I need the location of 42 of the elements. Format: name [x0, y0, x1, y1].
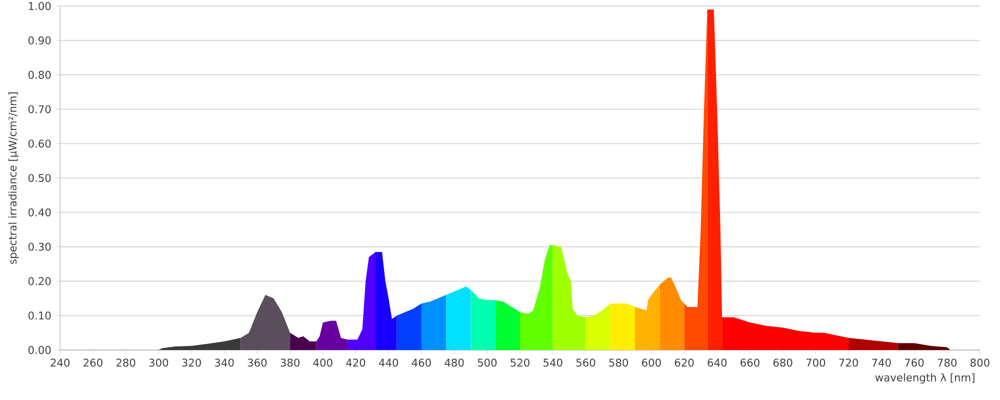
y-tick-label: 0.70	[28, 105, 51, 114]
y-tick-label: 0.90	[28, 36, 51, 45]
x-tick-label: 240	[50, 358, 70, 367]
x-tick-label: 560	[576, 358, 596, 367]
x-tick-label: 300	[149, 358, 168, 367]
x-tick-label: 680	[773, 358, 792, 367]
x-tick-label: 480	[444, 358, 464, 367]
y-tick-label: 0.80	[28, 70, 51, 79]
x-tick-label: 420	[346, 358, 366, 367]
y-tick-label: 0.10	[28, 312, 51, 320]
x-tick-label: 720	[839, 358, 858, 367]
x-tick-label: 620	[674, 358, 694, 367]
x-tick-label: 700	[806, 358, 826, 367]
x-tick-label: 740	[872, 358, 891, 367]
y-axis-title: spectral irradiance [µW/cm²/nm]	[8, 92, 19, 264]
x-tick-label: 800	[970, 358, 990, 367]
x-tick-label: 640	[708, 358, 727, 367]
x-tick-label: 320	[182, 358, 201, 367]
x-tick-label: 400	[313, 358, 332, 367]
x-tick-label: 780	[938, 358, 957, 367]
y-tick-label: 0.30	[28, 242, 51, 251]
x-tick-label: 340	[215, 358, 234, 367]
x-tick-label: 760	[904, 358, 924, 367]
x-tick-label: 600	[642, 358, 661, 367]
y-tick-label: 0.00	[28, 346, 51, 354]
x-tick-label: 380	[280, 358, 300, 367]
x-tick-label: 460	[412, 358, 431, 367]
y-tick-label: 0.20	[28, 277, 51, 286]
x-tick-label: 280	[116, 358, 136, 367]
y-tick-label: 0.60	[28, 140, 51, 148]
x-tick-label: 440	[379, 358, 398, 367]
x-tick-label: 260	[84, 358, 102, 367]
x-tick-label: 360	[248, 358, 267, 367]
x-tick-label: 500	[478, 358, 497, 367]
x-tick-label: 540	[544, 358, 562, 367]
y-tick-label: 1.00	[28, 2, 51, 10]
y-tick-label: 0.40	[28, 208, 51, 216]
x-axis-title: wavelength λ [nm]	[875, 373, 974, 384]
y-tick-label: 0.50	[28, 174, 51, 182]
x-tick-label: 580	[609, 358, 628, 367]
x-tick-label: 660	[740, 358, 760, 367]
x-tick-label: 520	[510, 358, 530, 367]
